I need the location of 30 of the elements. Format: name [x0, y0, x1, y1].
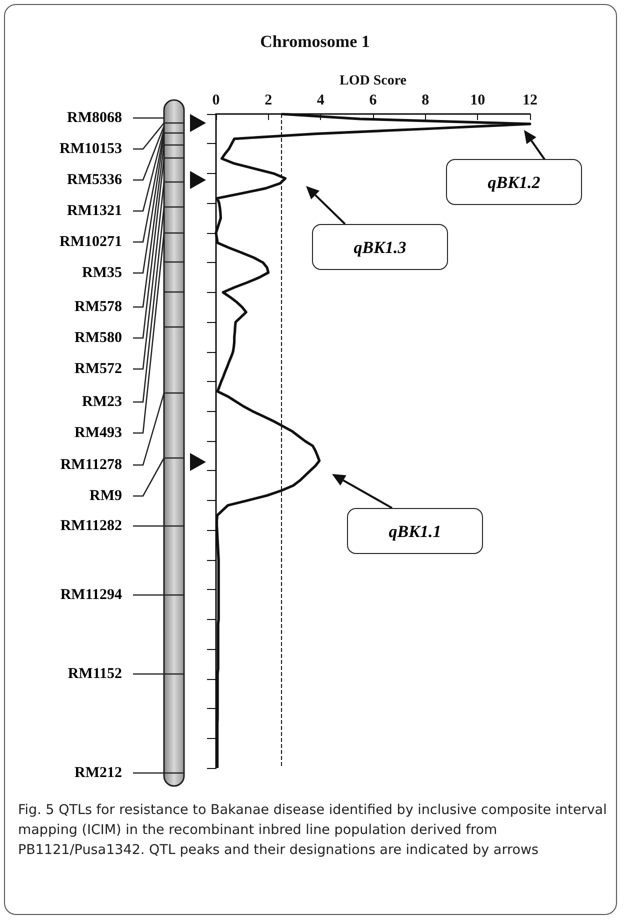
text: RM11278 [59, 456, 122, 474]
text: RM1321 [66, 202, 122, 220]
text: RM23 [81, 393, 122, 411]
chart-title: Chromosome 1 [260, 32, 370, 51]
x-tick-label: 10 [470, 92, 486, 108]
text: RM10271 [58, 233, 122, 251]
text: RM212 [74, 764, 122, 782]
x-tick-label: 4 [316, 92, 325, 108]
text: RM5336 [66, 171, 122, 189]
x-tick-label: 0 [212, 92, 220, 108]
text: RM9 [88, 487, 122, 505]
text: RM35 [81, 264, 122, 282]
text: RM11282 [59, 517, 122, 535]
x-tick-label: 2 [264, 92, 272, 108]
x-tick-label: 6 [369, 92, 378, 108]
text: RM1152 [66, 665, 122, 683]
text: RM11294 [59, 586, 122, 604]
text: RM580 [74, 329, 122, 347]
x-tick-label: 8 [422, 92, 430, 108]
callout-box: qBK1.2 [446, 159, 582, 205]
text: RM493 [74, 424, 122, 442]
caption: Fig. 5 QTLs for resistance to Bakanae disease identified by inclusive composite interval mapping (ICIM) in the recombinant inbred line population derived from PB1121/Pusa1342. QTL peaks and their designations are indicated by arrows [18, 801, 608, 860]
x-tick-label: 12 [522, 92, 538, 108]
text: RM572 [74, 360, 122, 378]
text: RM10153 [58, 140, 122, 158]
callout-box: qBK1.1 [347, 508, 483, 554]
x-axis-title: LOD Score [339, 74, 407, 89]
text: RM8068 [66, 109, 122, 127]
text: RM578 [74, 298, 122, 316]
callout-box: qBK1.3 [312, 224, 448, 270]
